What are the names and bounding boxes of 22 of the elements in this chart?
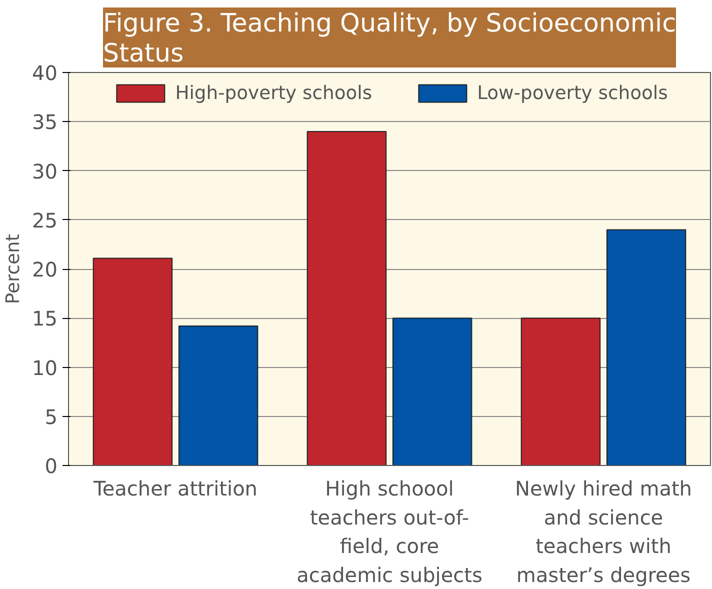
x-tick-label: Teacher attrition	[92, 476, 258, 500]
y-tick-label: 25	[32, 208, 58, 232]
y-tick-label: 5	[44, 404, 58, 429]
y-tick-label: 30	[32, 159, 58, 184]
y-tick-label: 35	[32, 110, 58, 134]
y-tick-label: 15	[32, 306, 58, 331]
legend-label: High-poverty schools	[175, 82, 372, 104]
x-tick-label: High schoool teachers out-of-field, core academic subjects	[296, 476, 482, 587]
y-tick-label: 10	[32, 356, 58, 380]
legend-label: Low-poverty schools	[477, 82, 668, 104]
chart-title: Figure 3. Teaching Quality, by Socioeconomic Status	[102, 8, 676, 68]
bar	[520, 318, 601, 466]
y-tick-label: 40	[32, 61, 58, 85]
bar	[392, 318, 472, 466]
y-tick-label: 0	[44, 454, 58, 478]
x-tick-label: Newly hired math and science teachers with master’s degrees	[515, 476, 692, 587]
bar	[306, 130, 387, 466]
y-axis-title: Percent	[3, 234, 24, 304]
bar	[606, 229, 686, 466]
bar	[92, 258, 173, 466]
bar	[178, 325, 258, 466]
y-tick-label: 20	[32, 258, 58, 282]
